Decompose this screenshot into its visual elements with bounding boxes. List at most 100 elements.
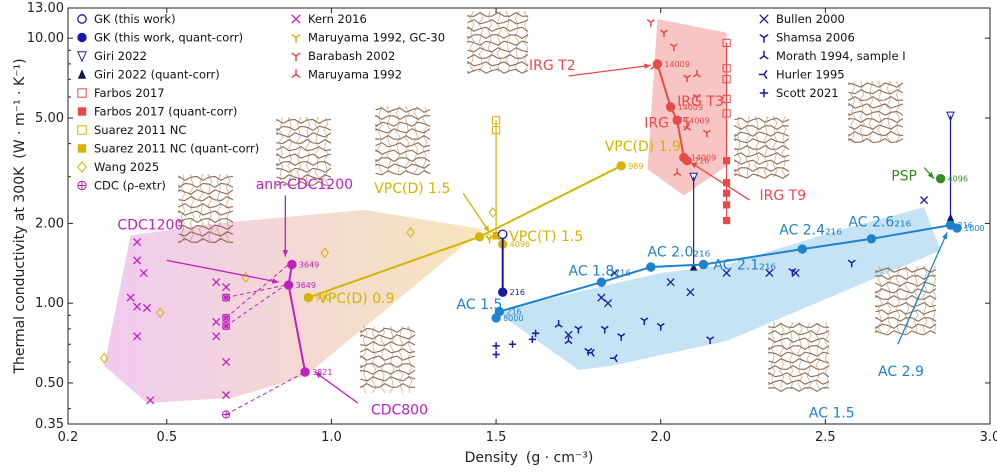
y-tick-label: 2.00 xyxy=(35,216,64,231)
annotation-arrowhead xyxy=(314,371,322,378)
mesh-strand xyxy=(768,379,830,386)
point-gk-1-5 xyxy=(498,287,508,297)
legend-item: Suarez 2011 NC xyxy=(77,123,186,137)
point-shamsa-2006 xyxy=(617,333,626,341)
point-ac xyxy=(494,306,505,317)
mesh-strand xyxy=(360,340,416,346)
annotation-arrow xyxy=(314,371,359,404)
mesh-strand xyxy=(734,167,790,173)
point-wang-2025 xyxy=(155,307,165,319)
annotation-label: IRG T2 xyxy=(529,58,576,74)
point-kern-2016 xyxy=(222,357,231,367)
mesh-strand xyxy=(875,329,937,336)
mesh-strand xyxy=(422,106,428,174)
mesh-strand xyxy=(375,170,431,176)
structure-images-layer xyxy=(178,11,937,394)
structure-image xyxy=(375,106,431,176)
legend: GK (this work) GK (this work, quant-corr)… xyxy=(77,12,906,193)
mesh-strand xyxy=(886,266,892,334)
point-kern-2016 xyxy=(142,303,152,312)
mesh-strand xyxy=(768,358,830,364)
structure-image xyxy=(734,116,790,179)
legend-marker xyxy=(291,69,301,79)
legend-marker xyxy=(77,88,87,98)
mesh-strand xyxy=(768,336,830,343)
annotation-label: AC 1.8₂₁₆ xyxy=(569,264,632,280)
mesh-strand xyxy=(178,189,234,195)
legend-label: GK (this work, quant-corr) xyxy=(94,31,243,45)
mesh-strand xyxy=(469,11,475,73)
mesh-strand xyxy=(216,174,222,242)
point-cdc xyxy=(287,259,297,270)
mesh-strand xyxy=(278,117,284,185)
legend-marker xyxy=(77,69,87,79)
structure-image xyxy=(276,117,332,187)
legend-marker xyxy=(77,180,87,191)
mesh-strand xyxy=(788,322,794,390)
point-bullen-2000 xyxy=(603,299,613,308)
mesh-strand xyxy=(178,224,234,230)
point-maruyama-1992 xyxy=(673,168,682,177)
annotation-label: CDC800 xyxy=(371,403,428,419)
mesh-strand xyxy=(875,309,937,315)
legend-item: CDC (ρ-extr) xyxy=(77,179,166,193)
point-shamsa-2006 xyxy=(600,325,609,334)
legend-marker xyxy=(77,161,87,173)
mesh-strand xyxy=(895,81,901,143)
point-barabash-2002 xyxy=(692,93,701,102)
mesh-strand xyxy=(467,60,529,67)
mesh-strand xyxy=(736,116,742,178)
x-tick-label: 0.5 xyxy=(156,430,177,445)
mesh-strand xyxy=(178,175,234,182)
mesh-strand xyxy=(296,117,302,184)
annotation-label: CDC1200 xyxy=(117,217,183,233)
data-marks-layer xyxy=(99,18,955,419)
mesh-strand xyxy=(467,34,529,40)
mesh-strand xyxy=(413,106,419,174)
annotation-arrow xyxy=(462,192,491,233)
mesh-strand xyxy=(824,322,830,390)
x-tick-label: 1.5 xyxy=(486,430,507,445)
mesh-strand xyxy=(362,326,368,394)
legend-item: Giri 2022 xyxy=(77,49,147,63)
annotation-arrowhead xyxy=(271,278,279,284)
x-axis-label: Density xyxy=(465,450,518,466)
structure-image xyxy=(178,174,234,244)
point-shamsa-2006 xyxy=(788,268,797,276)
mesh-strand xyxy=(868,81,874,143)
point-maruyama-1992 xyxy=(692,69,701,78)
mesh-strand xyxy=(734,137,790,144)
mesh-strand xyxy=(523,11,529,73)
point-bullen-2000 xyxy=(564,330,573,339)
legend-item: Bullen 2000 xyxy=(759,12,845,26)
mesh-strand xyxy=(207,174,213,242)
point-bullen-2000 xyxy=(722,268,731,278)
annotation-label: AC 2.0₂₁₆ xyxy=(648,245,711,261)
point-irg xyxy=(665,102,676,112)
structure-image xyxy=(467,11,529,75)
mesh-strand xyxy=(875,288,937,294)
mesh-strand xyxy=(398,326,404,394)
mesh-strand xyxy=(178,182,234,189)
point-label: 3821 xyxy=(312,368,332,377)
mesh-strand xyxy=(772,116,778,178)
mesh-strand xyxy=(848,89,904,95)
legend-item: Barabash 2002 xyxy=(291,49,395,63)
mesh-strand xyxy=(371,326,377,394)
structure-image xyxy=(360,326,416,394)
point-kern-2016 xyxy=(212,278,221,287)
mesh-strand xyxy=(848,110,904,117)
point-label: 14009 xyxy=(664,60,689,69)
x-tick-label: 1.0 xyxy=(321,430,342,445)
mesh-strand xyxy=(276,125,332,132)
mesh-strand xyxy=(496,11,502,72)
mesh-strand xyxy=(276,118,332,125)
mesh-strand xyxy=(375,134,431,140)
mesh-strand xyxy=(323,117,329,185)
legend-item: Morath 1994, sample I xyxy=(759,49,906,63)
point-scott-2021 xyxy=(492,350,500,359)
point-ac xyxy=(646,262,656,272)
annotation-label: VPC(D) 1.9 xyxy=(605,139,681,155)
point-ac xyxy=(797,244,807,254)
